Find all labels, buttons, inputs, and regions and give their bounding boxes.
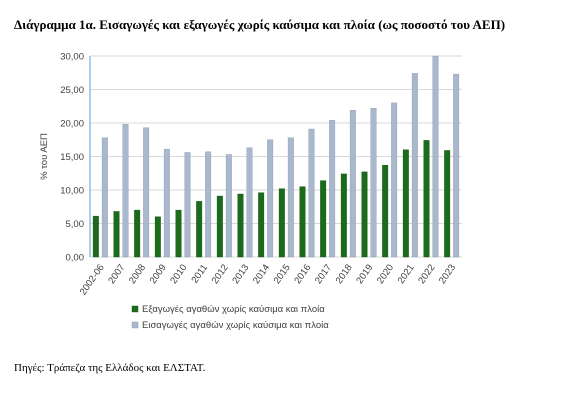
x-tick-label: 2013 [230, 262, 251, 286]
bar-imports [225, 154, 232, 258]
bar-exports [175, 209, 182, 258]
x-tick-labels: 2002-06 2007 2008 2009 2010 2011 2012 2013 2014 2… [78, 262, 458, 297]
x-tick-label: 2014 [251, 262, 272, 286]
bars [92, 55, 460, 258]
bar-exports [423, 140, 430, 258]
bar-imports [432, 55, 439, 258]
legend-label-exports: Εξαγωγές αγαθών χωρίς καύσιμα και πλοία [142, 304, 325, 315]
bar-imports [349, 110, 356, 258]
bar-imports [308, 128, 315, 258]
grid-lines [90, 55, 462, 258]
y-tick-label: 5,00 [66, 219, 85, 230]
bar-imports [411, 73, 418, 258]
x-tick-label: 2017 [313, 262, 334, 286]
bar-imports [329, 120, 336, 258]
bar-exports [196, 201, 203, 258]
x-tick-label: 2022 [416, 262, 437, 286]
x-tick-label: 2011 [189, 262, 210, 285]
legend: Εξαγωγές αγαθών χωρίς καύσιμα και πλοία Ε… [131, 304, 329, 331]
bar-exports [134, 209, 141, 258]
legend-swatch-imports [131, 321, 139, 329]
x-tick-label: 2016 [292, 262, 313, 286]
x-tick-label: 2010 [168, 262, 189, 286]
bar-exports [320, 180, 327, 258]
bar-exports [361, 171, 368, 258]
bar-imports [101, 137, 108, 258]
bar-imports [122, 124, 129, 258]
bar-imports [205, 151, 212, 258]
x-tick-label: 2019 [354, 262, 375, 286]
y-tick-label: 25,00 [60, 85, 84, 96]
bar-imports [163, 148, 170, 258]
bar-exports [113, 211, 120, 258]
bar-imports [143, 127, 150, 258]
bar-exports [444, 150, 451, 258]
legend-swatch-exports [131, 305, 139, 313]
x-tick-label: 2018 [334, 262, 355, 286]
x-tick-label: 2007 [106, 262, 127, 286]
bar-exports [382, 165, 389, 258]
y-axis-title: % του ΑΕΠ [39, 133, 50, 180]
x-tick-label: 2008 [127, 262, 148, 286]
bar-imports [453, 73, 460, 258]
y-tick-label: 15,00 [60, 152, 84, 163]
bar-exports [402, 149, 409, 258]
y-tick-label: 0,00 [66, 253, 85, 264]
x-tick-label: 2023 [437, 262, 458, 286]
y-tick-label: 20,00 [60, 119, 84, 130]
bar-imports [246, 147, 253, 258]
y-tick-labels: 0,00 5,00 10,00 15,00 20,00 25,00 30,00 [60, 52, 84, 264]
chart-title: Διάγραμμα 1α. Εισαγωγές και εξαγωγές χωρ… [14, 17, 506, 32]
y-tick-label: 30,00 [60, 52, 84, 63]
x-tick-label: 2009 [148, 262, 169, 286]
bar-imports [391, 102, 398, 258]
bar-exports [216, 195, 223, 258]
bar-imports [370, 108, 377, 258]
x-tick-label: 2012 [210, 262, 231, 286]
bar-imports [267, 139, 274, 258]
x-tick-label: 2021 [396, 262, 417, 286]
bar-exports [258, 192, 265, 258]
x-tick-label: 2015 [272, 262, 293, 286]
source-note: Πηγές: Τράπεζα της Ελλάδος και ΕΛΣΤΑΤ. [14, 362, 206, 374]
bar-exports [340, 173, 347, 258]
bar-imports [184, 152, 191, 258]
bar-exports [92, 215, 99, 258]
y-tick-label: 10,00 [60, 186, 84, 197]
bar-exports [154, 216, 161, 258]
bar-exports [237, 193, 244, 258]
bar-exports [278, 188, 285, 258]
bar-imports [287, 137, 294, 258]
x-tick-label: 2002-06 [78, 262, 107, 297]
legend-label-imports: Εισαγωγές αγαθών χωρίς καύσιμα και πλοία [142, 320, 329, 331]
bar-exports [299, 186, 306, 258]
x-tick-label: 2020 [375, 262, 396, 286]
